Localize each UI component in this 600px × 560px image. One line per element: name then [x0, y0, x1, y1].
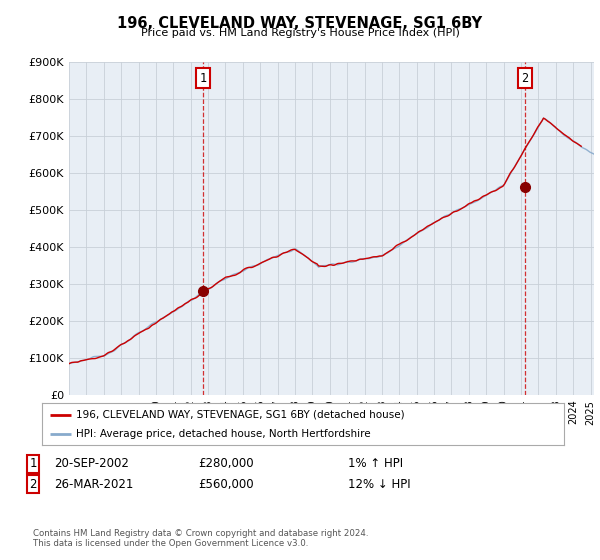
Text: Price paid vs. HM Land Registry's House Price Index (HPI): Price paid vs. HM Land Registry's House … [140, 28, 460, 38]
Text: 196, CLEVELAND WAY, STEVENAGE, SG1 6BY (detached house): 196, CLEVELAND WAY, STEVENAGE, SG1 6BY (… [76, 409, 404, 419]
Text: HPI: Average price, detached house, North Hertfordshire: HPI: Average price, detached house, Nort… [76, 429, 371, 439]
Text: 12% ↓ HPI: 12% ↓ HPI [348, 478, 410, 491]
Text: 20-SEP-2002: 20-SEP-2002 [54, 457, 129, 470]
Text: 1: 1 [29, 457, 37, 470]
Text: 26-MAR-2021: 26-MAR-2021 [54, 478, 133, 491]
Text: 1% ↑ HPI: 1% ↑ HPI [348, 457, 403, 470]
Text: 2: 2 [29, 478, 37, 491]
Text: £560,000: £560,000 [198, 478, 254, 491]
Text: 196, CLEVELAND WAY, STEVENAGE, SG1 6BY: 196, CLEVELAND WAY, STEVENAGE, SG1 6BY [118, 16, 482, 31]
Text: £280,000: £280,000 [198, 457, 254, 470]
Text: Contains HM Land Registry data © Crown copyright and database right 2024.
This d: Contains HM Land Registry data © Crown c… [33, 529, 368, 548]
Text: 1: 1 [200, 72, 207, 85]
Text: 2: 2 [521, 72, 529, 85]
